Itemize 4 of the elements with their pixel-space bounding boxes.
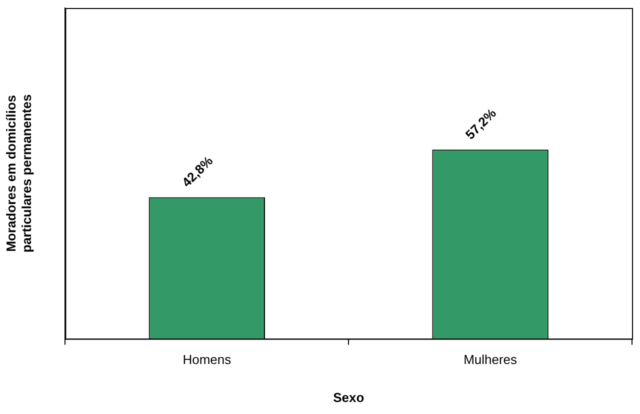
y-axis-title: Moradores em domicílios particulares permanentes <box>3 94 34 253</box>
x-axis-title: Sexo <box>333 390 364 405</box>
x-tick-label: Homens <box>182 352 232 368</box>
x-tick-label: Mulheres <box>464 352 518 368</box>
